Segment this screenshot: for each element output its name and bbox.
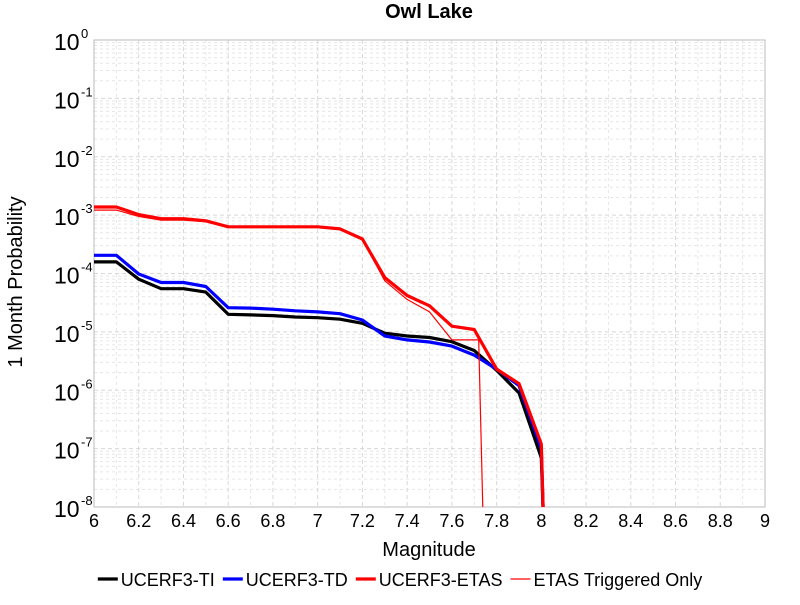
- series-line-1: [94, 253, 545, 507]
- y-tick-exponent: -1: [81, 84, 93, 99]
- plot-frame: [93, 39, 766, 508]
- legend-label: UCERF3-TD: [246, 570, 348, 590]
- x-axis-label: Magnitude: [382, 539, 475, 561]
- x-tick-label: 7.8: [484, 511, 509, 531]
- legend-label: UCERF3-ETAS: [379, 570, 503, 590]
- legend: UCERF3-TI UCERF3-TD UCERF3-ETAS ETAS Trigge…: [97, 570, 703, 590]
- y-tick-exponent: -2: [81, 143, 93, 158]
- series-line-3: [94, 209, 484, 507]
- y-tick-label: 10 -5: [54, 318, 93, 347]
- y-tick-label: 10 0: [54, 26, 88, 55]
- x-tick-labels: 6 6.2 6.4 6.6 6.8 7 7.2 7.4 7.6 7.8 8 8.2 8.4 8.6 8.8 9: [89, 511, 770, 531]
- x-tick-label: 8: [536, 511, 546, 531]
- x-tick-label: 6.2: [126, 511, 151, 531]
- y-tick-label: 10 -3: [54, 201, 93, 230]
- legend-item: UCERF3-ETAS: [355, 570, 503, 590]
- x-tick-label: 8.6: [663, 511, 688, 531]
- y-tick-base: 10: [54, 438, 80, 464]
- y-tick-base: 10: [54, 263, 80, 289]
- y-tick-label: 10 -8: [54, 493, 93, 522]
- x-tick-label: 7.2: [350, 511, 375, 531]
- x-tick-label: 6.4: [171, 511, 196, 531]
- y-tick-exponent: -3: [81, 201, 93, 216]
- x-tick-label: 8.2: [574, 511, 599, 531]
- y-tick-exponent: -4: [81, 260, 93, 275]
- y-tick-base: 10: [54, 321, 80, 347]
- y-tick-base: 10: [54, 146, 80, 172]
- y-tick-exponent: 0: [81, 26, 88, 41]
- y-tick-exponent: -7: [81, 435, 93, 450]
- x-tick-label: 8.8: [708, 511, 733, 531]
- y-tick-base: 10: [54, 496, 80, 522]
- x-tick-label: 7: [313, 511, 323, 531]
- legend-label: ETAS Triggered Only: [534, 570, 703, 590]
- legend-label: UCERF3-TI: [121, 570, 215, 590]
- legend-item: ETAS Triggered Only: [510, 570, 703, 590]
- y-tick-exponent: -5: [81, 318, 93, 333]
- series-layer: [94, 205, 545, 507]
- y-tick-exponent: -8: [81, 493, 93, 508]
- x-tick-label: 7.6: [439, 511, 464, 531]
- grid: [93, 39, 766, 508]
- y-tick-base: 10: [54, 379, 80, 405]
- x-tick-label: 6.6: [216, 511, 241, 531]
- legend-item: UCERF3-TI: [97, 570, 215, 590]
- x-tick-label: 8.4: [618, 511, 643, 531]
- y-tick-base: 10: [54, 29, 80, 55]
- x-tick-label: 6: [89, 511, 99, 531]
- y-tick-label: 10 -6: [54, 376, 93, 405]
- y-tick-label: 10 -7: [54, 435, 93, 464]
- chart-title: Owl Lake: [385, 1, 473, 23]
- y-tick-base: 10: [54, 87, 80, 113]
- legend-item: UCERF3-TD: [222, 570, 348, 590]
- x-tick-label: 6.8: [260, 511, 285, 531]
- y-tick-exponent: -6: [81, 376, 93, 391]
- x-tick-label: 9: [760, 511, 770, 531]
- x-tick-label: 7.4: [395, 511, 420, 531]
- y-tick-base: 10: [54, 204, 80, 230]
- y-tick-label: 10 -4: [54, 260, 93, 289]
- y-tick-label: 10 -2: [54, 143, 93, 172]
- y-axis-label: 1 Month Probability: [5, 196, 27, 367]
- y-tick-label: 10 -1: [54, 84, 93, 113]
